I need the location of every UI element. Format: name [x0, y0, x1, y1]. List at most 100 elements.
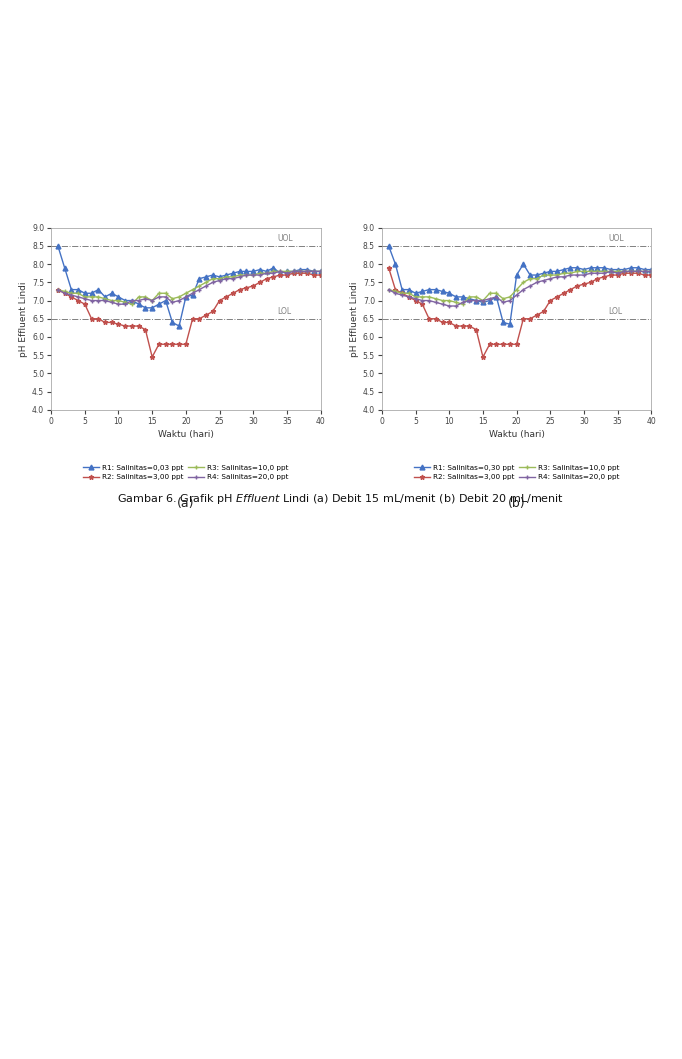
R3: Salinitas=10,0 ppt: (11, 6.95): Salinitas=10,0 ppt: (11, 6.95) — [121, 297, 130, 309]
R2: Salinitas=3,00 ppt: (35, 7.7): Salinitas=3,00 ppt: (35, 7.7) — [614, 269, 622, 282]
R4: Salinitas=20,0 ppt: (18, 6.95): Salinitas=20,0 ppt: (18, 6.95) — [168, 297, 177, 309]
Text: UOL: UOL — [278, 234, 293, 244]
R3: Salinitas=10,0 ppt: (8, 7.05): Salinitas=10,0 ppt: (8, 7.05) — [432, 292, 440, 305]
R1: Salinitas=0,30 ppt: (38, 7.9): Salinitas=0,30 ppt: (38, 7.9) — [634, 262, 642, 274]
R3: Salinitas=10,0 ppt: (37, 7.8): Salinitas=10,0 ppt: (37, 7.8) — [296, 265, 304, 277]
R2: Salinitas=3,00 ppt: (18, 5.8): Salinitas=3,00 ppt: (18, 5.8) — [499, 338, 507, 351]
R1: Salinitas=0,30 ppt: (31, 7.9): Salinitas=0,30 ppt: (31, 7.9) — [587, 262, 595, 274]
R3: Salinitas=10,0 ppt: (7, 7.1): Salinitas=10,0 ppt: (7, 7.1) — [94, 290, 102, 303]
R2: Salinitas=3,00 ppt: (34, 7.7): Salinitas=3,00 ppt: (34, 7.7) — [276, 269, 284, 282]
R2: Salinitas=3,00 ppt: (36, 7.75): Salinitas=3,00 ppt: (36, 7.75) — [290, 267, 298, 280]
R4: Salinitas=20,0 ppt: (14, 7.05): Salinitas=20,0 ppt: (14, 7.05) — [141, 292, 149, 305]
R2: Salinitas=3,00 ppt: (39, 7.7): Salinitas=3,00 ppt: (39, 7.7) — [640, 269, 649, 282]
R2: Salinitas=3,00 ppt: (8, 6.4): Salinitas=3,00 ppt: (8, 6.4) — [101, 316, 109, 328]
R2: Salinitas=3,00 ppt: (21, 6.5): Salinitas=3,00 ppt: (21, 6.5) — [519, 312, 527, 325]
R3: Salinitas=10,0 ppt: (26, 7.7): Salinitas=10,0 ppt: (26, 7.7) — [553, 269, 561, 282]
R4: Salinitas=20,0 ppt: (40, 7.8): Salinitas=20,0 ppt: (40, 7.8) — [316, 265, 325, 277]
R2: Salinitas=3,00 ppt: (22, 6.5): Salinitas=3,00 ppt: (22, 6.5) — [526, 312, 534, 325]
R3: Salinitas=10,0 ppt: (15, 7): Salinitas=10,0 ppt: (15, 7) — [148, 294, 156, 307]
R4: Salinitas=20,0 ppt: (33, 7.75): Salinitas=20,0 ppt: (33, 7.75) — [600, 267, 608, 280]
Text: Gambar 6. Grafik pH $\it{Effluent}$ Lindi (a) Debit 15 mL/menit (b) Debit 20 mL/: Gambar 6. Grafik pH $\it{Effluent}$ Lind… — [117, 492, 565, 506]
R1: Salinitas=0,03 ppt: (36, 7.8): Salinitas=0,03 ppt: (36, 7.8) — [290, 265, 298, 277]
R1: Salinitas=0,03 ppt: (29, 7.8): Salinitas=0,03 ppt: (29, 7.8) — [242, 265, 250, 277]
R3: Salinitas=10,0 ppt: (10, 7): Salinitas=10,0 ppt: (10, 7) — [115, 294, 123, 307]
R3: Salinitas=10,0 ppt: (22, 7.4): Salinitas=10,0 ppt: (22, 7.4) — [195, 280, 203, 292]
R2: Salinitas=3,00 ppt: (19, 5.8): Salinitas=3,00 ppt: (19, 5.8) — [506, 338, 514, 351]
R4: Salinitas=20,0 ppt: (36, 7.8): Salinitas=20,0 ppt: (36, 7.8) — [290, 265, 298, 277]
R3: Salinitas=10,0 ppt: (29, 7.7): Salinitas=10,0 ppt: (29, 7.7) — [242, 269, 250, 282]
R2: Salinitas=3,00 ppt: (18, 5.8): Salinitas=3,00 ppt: (18, 5.8) — [168, 338, 177, 351]
R3: Salinitas=10,0 ppt: (2, 7.25): Salinitas=10,0 ppt: (2, 7.25) — [61, 285, 69, 298]
R4: Salinitas=20,0 ppt: (38, 7.8): Salinitas=20,0 ppt: (38, 7.8) — [634, 265, 642, 277]
R4: Salinitas=20,0 ppt: (3, 7.15): Salinitas=20,0 ppt: (3, 7.15) — [68, 289, 76, 302]
R3: Salinitas=10,0 ppt: (39, 7.8): Salinitas=10,0 ppt: (39, 7.8) — [640, 265, 649, 277]
R2: Salinitas=3,00 ppt: (30, 7.4): Salinitas=3,00 ppt: (30, 7.4) — [249, 280, 257, 292]
R3: Salinitas=10,0 ppt: (17, 7.2): Salinitas=10,0 ppt: (17, 7.2) — [492, 287, 501, 300]
R1: Salinitas=0,30 ppt: (6, 7.25): Salinitas=0,30 ppt: (6, 7.25) — [418, 285, 426, 298]
R2: Salinitas=3,00 ppt: (27, 7.2): Salinitas=3,00 ppt: (27, 7.2) — [560, 287, 568, 300]
R3: Salinitas=10,0 ppt: (25, 7.7): Salinitas=10,0 ppt: (25, 7.7) — [546, 269, 554, 282]
R3: Salinitas=10,0 ppt: (31, 7.75): Salinitas=10,0 ppt: (31, 7.75) — [256, 267, 264, 280]
R1: Salinitas=0,03 ppt: (19, 6.3): Salinitas=0,03 ppt: (19, 6.3) — [175, 320, 183, 333]
R2: Salinitas=3,00 ppt: (31, 7.5): Salinitas=3,00 ppt: (31, 7.5) — [587, 276, 595, 289]
R4: Salinitas=20,0 ppt: (7, 7): Salinitas=20,0 ppt: (7, 7) — [425, 294, 433, 307]
R2: Salinitas=3,00 ppt: (27, 7.2): Salinitas=3,00 ppt: (27, 7.2) — [229, 287, 237, 300]
R1: Salinitas=0,30 ppt: (37, 7.9): Salinitas=0,30 ppt: (37, 7.9) — [627, 262, 635, 274]
R4: Salinitas=20,0 ppt: (7, 7): Salinitas=20,0 ppt: (7, 7) — [94, 294, 102, 307]
R3: Salinitas=10,0 ppt: (24, 7.6): Salinitas=10,0 ppt: (24, 7.6) — [209, 272, 217, 285]
R1: Salinitas=0,30 ppt: (10, 7.2): Salinitas=0,30 ppt: (10, 7.2) — [445, 287, 454, 300]
R1: Salinitas=0,03 ppt: (24, 7.7): Salinitas=0,03 ppt: (24, 7.7) — [209, 269, 217, 282]
R1: Salinitas=0,30 ppt: (11, 7.1): Salinitas=0,30 ppt: (11, 7.1) — [452, 290, 460, 303]
R4: Salinitas=20,0 ppt: (6, 7): Salinitas=20,0 ppt: (6, 7) — [87, 294, 95, 307]
R2: Salinitas=3,00 ppt: (1, 7.9): Salinitas=3,00 ppt: (1, 7.9) — [385, 262, 393, 274]
R3: Salinitas=10,0 ppt: (18, 7.05): Salinitas=10,0 ppt: (18, 7.05) — [499, 292, 507, 305]
R2: Salinitas=3,00 ppt: (2, 7.2): Salinitas=3,00 ppt: (2, 7.2) — [61, 287, 69, 300]
R3: Salinitas=10,0 ppt: (29, 7.8): Salinitas=10,0 ppt: (29, 7.8) — [573, 265, 581, 277]
R2: Salinitas=3,00 ppt: (6, 6.5): Salinitas=3,00 ppt: (6, 6.5) — [87, 312, 95, 325]
R1: Salinitas=0,30 ppt: (34, 7.85): Salinitas=0,30 ppt: (34, 7.85) — [607, 264, 615, 276]
Y-axis label: pH Effluent Lindi: pH Effluent Lindi — [19, 281, 28, 357]
R3: Salinitas=10,0 ppt: (24, 7.7): Salinitas=10,0 ppt: (24, 7.7) — [539, 269, 548, 282]
R3: Salinitas=10,0 ppt: (19, 7.1): Salinitas=10,0 ppt: (19, 7.1) — [506, 290, 514, 303]
R2: Salinitas=3,00 ppt: (3, 7.1): Salinitas=3,00 ppt: (3, 7.1) — [68, 290, 76, 303]
R3: Salinitas=10,0 ppt: (38, 7.8): Salinitas=10,0 ppt: (38, 7.8) — [303, 265, 311, 277]
R1: Salinitas=0,03 ppt: (6, 7.2): Salinitas=0,03 ppt: (6, 7.2) — [87, 287, 95, 300]
R1: Salinitas=0,30 ppt: (1, 8.5): Salinitas=0,30 ppt: (1, 8.5) — [385, 239, 393, 252]
R3: Salinitas=10,0 ppt: (3, 7.2): Salinitas=10,0 ppt: (3, 7.2) — [68, 287, 76, 300]
R1: Salinitas=0,30 ppt: (2, 8): Salinitas=0,30 ppt: (2, 8) — [391, 257, 400, 270]
R4: Salinitas=20,0 ppt: (33, 7.75): Salinitas=20,0 ppt: (33, 7.75) — [269, 267, 278, 280]
R3: Salinitas=10,0 ppt: (39, 7.8): Salinitas=10,0 ppt: (39, 7.8) — [310, 265, 318, 277]
R1: Salinitas=0,03 ppt: (30, 7.8): Salinitas=0,03 ppt: (30, 7.8) — [249, 265, 257, 277]
R2: Salinitas=3,00 ppt: (11, 6.3): Salinitas=3,00 ppt: (11, 6.3) — [452, 320, 460, 333]
R2: Salinitas=3,00 ppt: (16, 5.8): Salinitas=3,00 ppt: (16, 5.8) — [155, 338, 163, 351]
R1: Salinitas=0,03 ppt: (17, 7): Salinitas=0,03 ppt: (17, 7) — [162, 294, 170, 307]
R4: Salinitas=20,0 ppt: (6, 7): Salinitas=20,0 ppt: (6, 7) — [418, 294, 426, 307]
R1: Salinitas=0,03 ppt: (18, 6.4): Salinitas=0,03 ppt: (18, 6.4) — [168, 316, 177, 328]
R2: Salinitas=3,00 ppt: (16, 5.8): Salinitas=3,00 ppt: (16, 5.8) — [486, 338, 494, 351]
R1: Salinitas=0,30 ppt: (3, 7.3): Salinitas=0,30 ppt: (3, 7.3) — [398, 283, 406, 295]
R2: Salinitas=3,00 ppt: (17, 5.8): Salinitas=3,00 ppt: (17, 5.8) — [492, 338, 501, 351]
R4: Salinitas=20,0 ppt: (34, 7.8): Salinitas=20,0 ppt: (34, 7.8) — [276, 265, 284, 277]
R3: Salinitas=10,0 ppt: (13, 7.1): Salinitas=10,0 ppt: (13, 7.1) — [134, 290, 143, 303]
R2: Salinitas=3,00 ppt: (22, 6.5): Salinitas=3,00 ppt: (22, 6.5) — [195, 312, 203, 325]
Line: R4: Salinitas=20,0 ppt: R4: Salinitas=20,0 ppt — [386, 269, 654, 308]
R2: Salinitas=3,00 ppt: (38, 7.75): Salinitas=3,00 ppt: (38, 7.75) — [303, 267, 311, 280]
R3: Salinitas=10,0 ppt: (31, 7.8): Salinitas=10,0 ppt: (31, 7.8) — [587, 265, 595, 277]
R3: Salinitas=10,0 ppt: (18, 7.05): Salinitas=10,0 ppt: (18, 7.05) — [168, 292, 177, 305]
R3: Salinitas=10,0 ppt: (14, 7.1): Salinitas=10,0 ppt: (14, 7.1) — [472, 290, 480, 303]
R3: Salinitas=10,0 ppt: (35, 7.8): Salinitas=10,0 ppt: (35, 7.8) — [283, 265, 291, 277]
R4: Salinitas=20,0 ppt: (2, 7.2): Salinitas=20,0 ppt: (2, 7.2) — [61, 287, 69, 300]
R1: Salinitas=0,30 ppt: (28, 7.9): Salinitas=0,30 ppt: (28, 7.9) — [566, 262, 574, 274]
R4: Salinitas=20,0 ppt: (10, 6.85): Salinitas=20,0 ppt: (10, 6.85) — [445, 300, 454, 312]
R3: Salinitas=10,0 ppt: (20, 7.2): Salinitas=10,0 ppt: (20, 7.2) — [182, 287, 190, 300]
R2: Salinitas=3,00 ppt: (35, 7.7): Salinitas=3,00 ppt: (35, 7.7) — [283, 269, 291, 282]
R4: Salinitas=20,0 ppt: (21, 7.2): Salinitas=20,0 ppt: (21, 7.2) — [188, 287, 196, 300]
R4: Salinitas=20,0 ppt: (5, 7.05): Salinitas=20,0 ppt: (5, 7.05) — [411, 292, 419, 305]
R2: Salinitas=3,00 ppt: (4, 7.1): Salinitas=3,00 ppt: (4, 7.1) — [405, 290, 413, 303]
X-axis label: Waktu (hari): Waktu (hari) — [158, 430, 213, 438]
R1: Salinitas=0,03 ppt: (35, 7.8): Salinitas=0,03 ppt: (35, 7.8) — [283, 265, 291, 277]
R1: Salinitas=0,30 ppt: (26, 7.8): Salinitas=0,30 ppt: (26, 7.8) — [553, 265, 561, 277]
R3: Salinitas=10,0 ppt: (26, 7.65): Salinitas=10,0 ppt: (26, 7.65) — [222, 270, 231, 283]
R3: Salinitas=10,0 ppt: (12, 6.9): Salinitas=10,0 ppt: (12, 6.9) — [128, 298, 136, 310]
R4: Salinitas=20,0 ppt: (8, 7): Salinitas=20,0 ppt: (8, 7) — [101, 294, 109, 307]
